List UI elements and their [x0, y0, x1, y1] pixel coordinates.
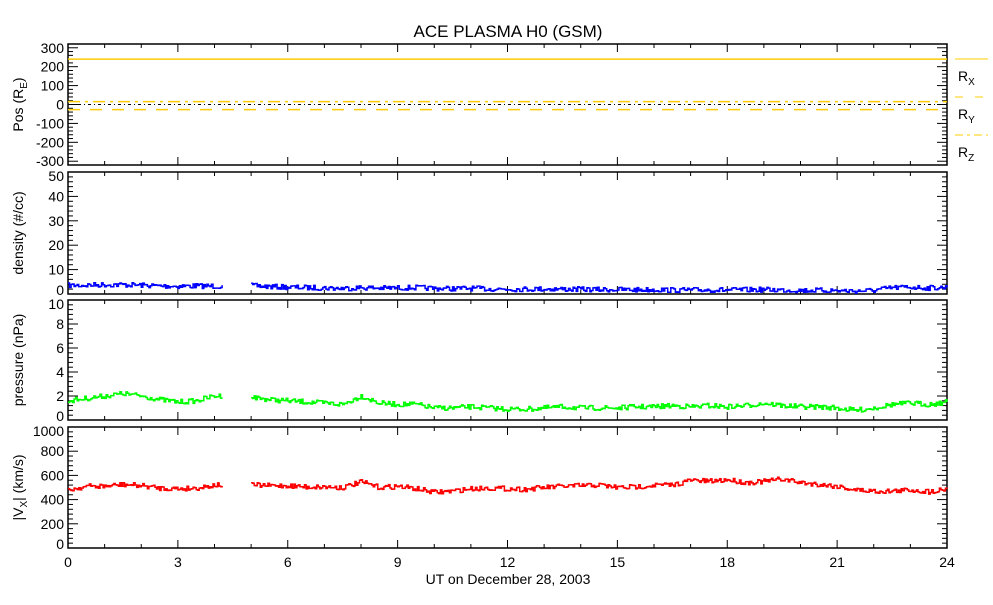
y-axis-label-text: |V [10, 507, 26, 521]
y-axis-label-sub: X [19, 501, 30, 508]
y-tick-label: 4 [56, 364, 64, 380]
panel-frame [67, 171, 948, 295]
y-tick-label: 0 [56, 97, 64, 113]
y-tick-label: 100 [41, 78, 65, 94]
chart-title: ACE PLASMA H0 (GSM) [414, 22, 603, 41]
y-tick-label: 0 [56, 282, 64, 298]
y-tick-label: 2 [56, 388, 64, 404]
y-tick-label: 800 [41, 443, 65, 459]
x-tick-label: 12 [500, 554, 516, 570]
y-axis-label-sub: E [19, 82, 30, 89]
legend-label-text: R [958, 106, 968, 122]
legend-label-text: R [958, 68, 968, 84]
series-line-Vx [251, 476, 948, 495]
y-axis-label-text: density (#/cc) [10, 191, 26, 274]
y-axis-label: |VX| (km/s) [10, 454, 30, 520]
y-tick-label: -300 [36, 153, 64, 169]
y-tick-label: 6 [56, 340, 64, 356]
series-line-density [251, 282, 948, 295]
y-axis-label: density (#/cc) [10, 191, 26, 274]
legend-label: RY [958, 106, 975, 126]
x-tick-label: 3 [174, 554, 182, 570]
x-axis-label: UT on December 28, 2003 [426, 571, 591, 587]
y-tick-label: 400 [41, 492, 65, 508]
y-tick-label: 200 [41, 59, 65, 75]
y-axis-label-text: pressure (nPa) [10, 314, 26, 407]
y-tick-label: 10 [48, 262, 64, 278]
x-tick-label: 21 [829, 554, 845, 570]
legend-label-sub: X [968, 77, 975, 88]
y-tick-label: -200 [36, 134, 64, 150]
series-line-pressure [68, 390, 223, 405]
legend-label-text: R [958, 144, 968, 160]
legend-label-sub: Z [968, 153, 974, 164]
y-axis-label: pressure (nPa) [10, 314, 26, 407]
x-tick-label: 0 [64, 554, 72, 570]
y-tick-label: 0 [56, 408, 64, 424]
y-axis-label-end: ) [10, 77, 26, 82]
y-tick-label: 1000 [33, 423, 64, 439]
x-tick-label: 15 [610, 554, 626, 570]
series-line-Vx [68, 481, 223, 492]
series-line-pressure [251, 393, 948, 413]
panel-3: 0 2 4 6 8 10 pressure (nPa) [10, 296, 948, 424]
y-tick-label: 40 [48, 188, 64, 204]
y-tick-label: -100 [36, 115, 64, 131]
y-tick-label: 20 [48, 237, 64, 253]
x-tick-label: 24 [939, 554, 955, 570]
y-tick-label: 50 [48, 168, 64, 184]
x-tick-label: 6 [284, 554, 292, 570]
y-tick-label: 600 [41, 467, 65, 483]
y-tick-label: 30 [48, 213, 64, 229]
y-axis-label-end: | (km/s) [10, 454, 26, 500]
y-axis-label-text: Pos (R [10, 89, 26, 132]
x-tick-label: 9 [394, 554, 402, 570]
legend-label: RX [958, 68, 975, 88]
y-tick-label: 300 [41, 40, 65, 56]
legend-label: RZ [958, 144, 974, 164]
y-tick-label: 200 [41, 516, 65, 532]
y-tick-label: 10 [48, 296, 64, 312]
panel-2: 0 10 20 30 40 50 density (#/cc) [10, 168, 948, 298]
series-line-density [68, 282, 223, 290]
legend-label-sub: Y [968, 115, 975, 126]
y-axis-label: Pos (RE) [10, 77, 30, 131]
y-tick-label: 0 [56, 536, 64, 552]
y-tick-label: 8 [56, 316, 64, 332]
x-tick-label: 18 [719, 554, 735, 570]
